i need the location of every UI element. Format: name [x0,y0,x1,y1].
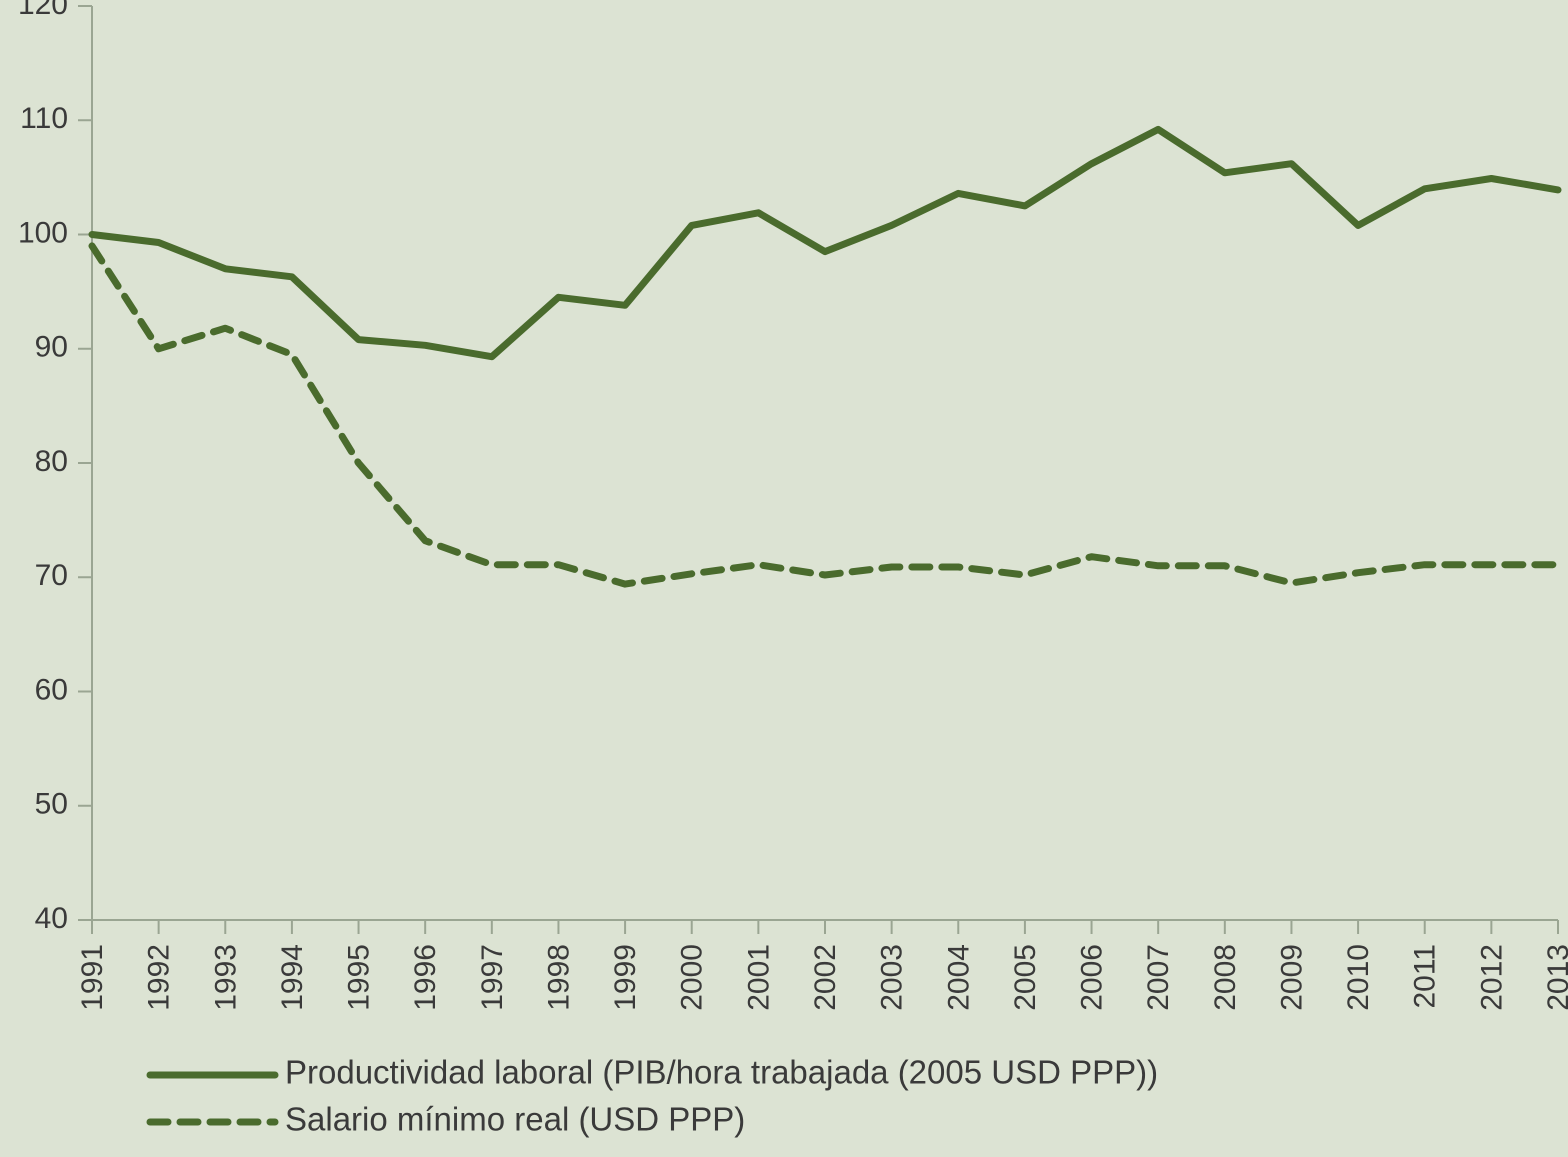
x-tick-label: 2003 [876,944,909,1011]
y-tick-label: 100 [18,216,68,249]
x-tick-label: 1997 [476,944,509,1011]
x-tick-label: 2009 [1275,944,1308,1011]
x-tick-label: 1994 [276,944,309,1011]
y-tick-label: 80 [35,445,68,478]
x-tick-label: 2005 [1009,944,1042,1011]
x-tick-label: 1993 [209,944,242,1011]
x-tick-label: 2013 [1542,944,1568,1011]
x-tick-label: 2004 [942,944,975,1011]
legend-label-salario: Salario mínimo real (USD PPP) [285,1101,745,1138]
y-tick-label: 90 [35,331,68,364]
x-tick-label: 2008 [1209,944,1242,1011]
x-tick-label: 1991 [76,944,109,1011]
y-tick-label: 120 [18,0,68,21]
legend-label-productividad: Productividad laboral (PIB/hora trabajad… [285,1054,1158,1091]
y-tick-label: 50 [35,788,68,821]
y-tick-label: 70 [35,559,68,592]
y-tick-label: 60 [35,673,68,706]
chart-container: 40 50 60 70 80 90 100 110 120 1991 1992 1993 1994 199… [0,0,1568,1157]
x-tick-label: 1992 [143,944,176,1011]
line-chart: 40 50 60 70 80 90 100 110 120 1991 1992 1993 1994 199… [0,0,1568,1157]
x-tick-label: 1998 [542,944,575,1011]
x-tick-label: 1996 [409,944,442,1011]
x-tick-label: 2006 [1076,944,1109,1011]
x-tick-label: 1999 [609,944,642,1011]
x-tick-label: 2007 [1142,944,1175,1011]
x-tick-label: 1995 [343,944,376,1011]
x-tick-label: 2011 [1409,944,1442,1009]
x-tick-label: 2001 [742,944,775,1011]
x-tick-label: 2012 [1475,944,1508,1011]
y-tick-label: 110 [20,102,68,135]
y-tick-label: 40 [35,902,68,935]
x-tick-label: 2002 [809,944,842,1011]
x-tick-label: 2000 [676,944,709,1011]
x-tick-label: 2010 [1342,944,1375,1011]
